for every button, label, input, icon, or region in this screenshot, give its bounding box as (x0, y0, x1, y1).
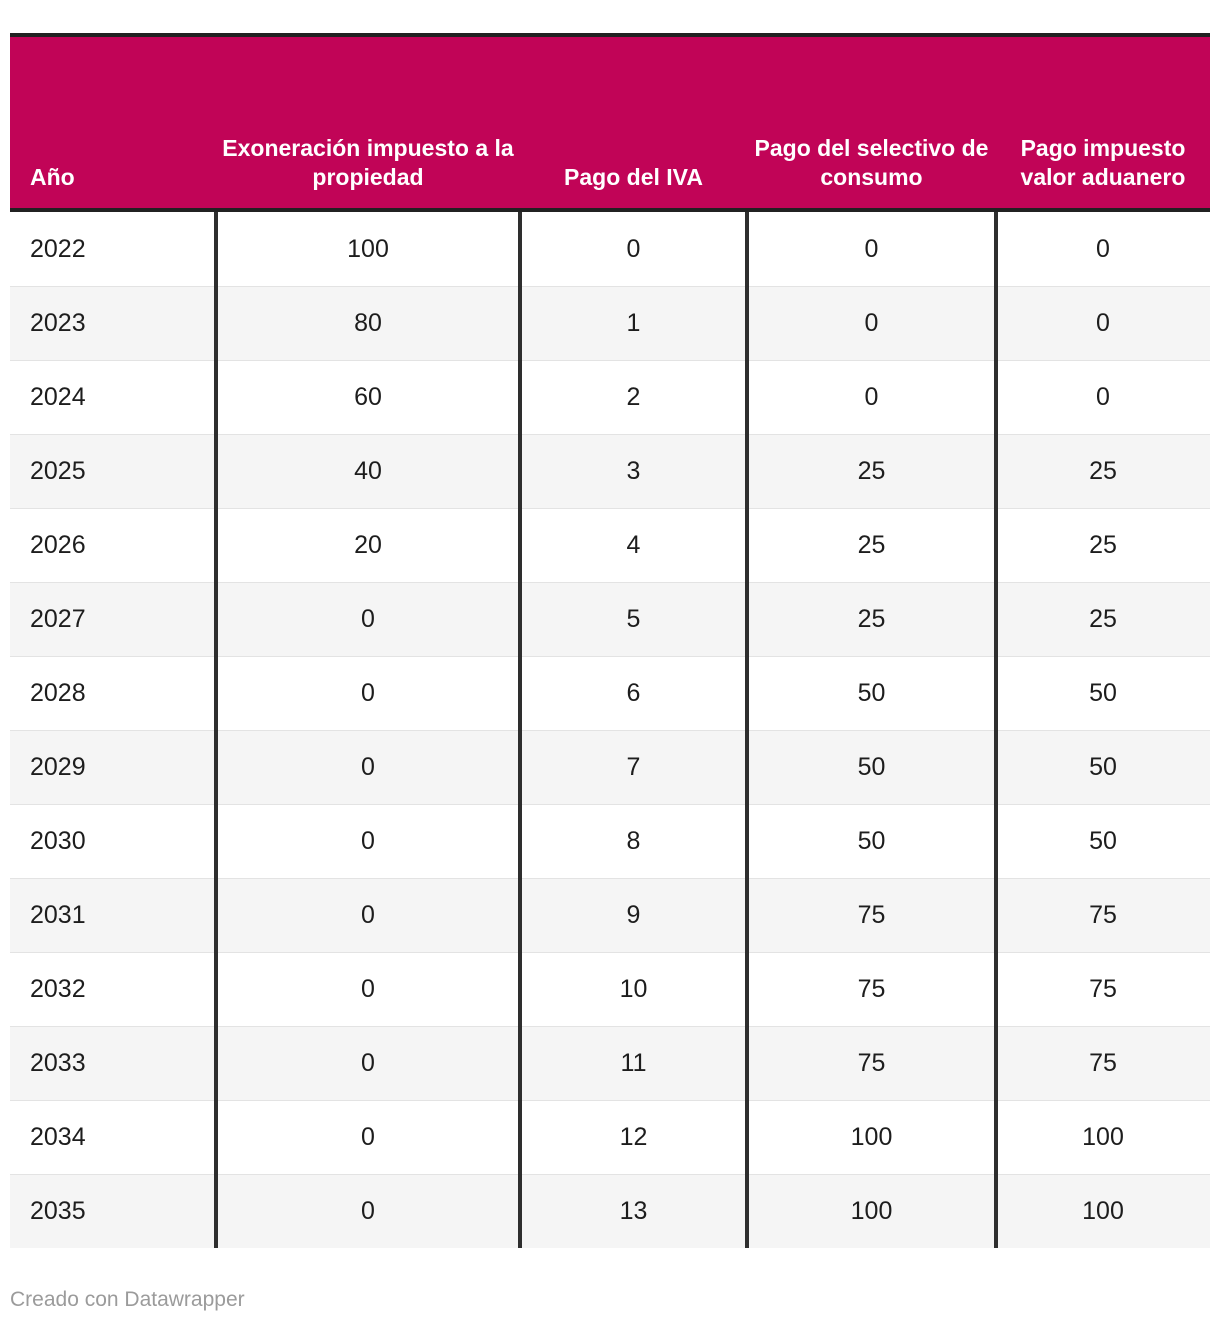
valor-aduanero-cell: 25 (1089, 457, 1117, 485)
exoneracion-propiedad-cell: 0 (361, 901, 375, 929)
selectivo-consumo-cell: 50 (857, 753, 886, 781)
pago-iva-cell: 9 (626, 901, 641, 929)
pago-iva-cell: 12 (619, 1123, 648, 1151)
table-row: 2035 0 13 100 100 (10, 1174, 1210, 1248)
year-cell: 2025 (30, 457, 86, 485)
pago-iva-cell: 10 (619, 975, 648, 1003)
column-header-exoneracion-propiedad: Exoneración impuesto a la propiedad (222, 135, 514, 190)
pago-iva-cell: 6 (626, 679, 641, 707)
table-row: 2027 0 5 25 25 (10, 582, 1210, 656)
column-separator (745, 212, 749, 1248)
selectivo-consumo-cell: 25 (857, 457, 886, 485)
year-cell: 2032 (30, 975, 86, 1003)
exoneracion-propiedad-cell: 0 (361, 605, 375, 633)
table-row: 2031 0 9 75 75 (10, 878, 1210, 952)
year-cell: 2026 (30, 531, 86, 559)
pago-iva-cell: 7 (626, 753, 641, 781)
valor-aduanero-cell: 0 (1096, 309, 1110, 337)
year-cell: 2028 (30, 679, 86, 707)
table-row: 2034 0 12 100 100 (10, 1100, 1210, 1174)
selectivo-consumo-cell: 50 (857, 827, 886, 855)
exoneracion-propiedad-cell: 0 (361, 1049, 375, 1077)
exoneracion-propiedad-cell: 100 (347, 234, 389, 263)
valor-aduanero-cell: 0 (1096, 234, 1110, 263)
exoneracion-propiedad-cell: 40 (354, 457, 382, 485)
selectivo-consumo-cell: 100 (850, 1123, 893, 1151)
table-row: 2032 0 10 75 75 (10, 952, 1210, 1026)
valor-aduanero-cell: 25 (1089, 605, 1117, 633)
exoneracion-propiedad-cell: 0 (361, 1123, 375, 1151)
valor-aduanero-cell: 25 (1089, 531, 1117, 559)
pago-iva-cell: 5 (626, 605, 641, 633)
valor-aduanero-cell: 100 (1082, 1123, 1124, 1151)
data-table: Año Exoneración impuesto a la propiedad … (10, 33, 1210, 1248)
valor-aduanero-cell: 75 (1089, 901, 1117, 929)
selectivo-consumo-cell: 75 (857, 1049, 886, 1077)
year-cell: 2022 (30, 234, 86, 263)
table-header-row: Año Exoneración impuesto a la propiedad … (10, 33, 1210, 212)
selectivo-consumo-cell: 0 (864, 383, 879, 411)
year-cell: 2027 (30, 605, 86, 633)
pago-iva-cell: 0 (626, 234, 641, 263)
table-row: 2026 20 4 25 25 (10, 508, 1210, 582)
valor-aduanero-cell: 50 (1089, 679, 1117, 707)
exoneracion-propiedad-cell: 0 (361, 827, 375, 855)
pago-iva-cell: 2 (626, 383, 641, 411)
column-header-pago-iva: Pago del IVA (564, 164, 703, 190)
exoneracion-propiedad-cell: 0 (361, 975, 375, 1003)
selectivo-consumo-cell: 75 (857, 901, 886, 929)
pago-iva-cell: 13 (619, 1197, 648, 1225)
valor-aduanero-cell: 100 (1082, 1197, 1124, 1225)
selectivo-consumo-cell: 25 (857, 605, 886, 633)
column-header-year: Año (30, 164, 75, 190)
year-cell: 2030 (30, 827, 86, 855)
selectivo-consumo-cell: 0 (864, 309, 879, 337)
year-cell: 2024 (30, 383, 86, 411)
table-row: 2025 40 3 25 25 (10, 434, 1210, 508)
table-row: 2029 0 7 50 50 (10, 730, 1210, 804)
selectivo-consumo-cell: 25 (857, 531, 886, 559)
selectivo-consumo-cell: 0 (864, 234, 879, 263)
column-header-valor-aduanero: Pago impuesto valor aduanero (1020, 135, 1186, 190)
column-separator (994, 212, 998, 1248)
year-cell: 2031 (30, 901, 86, 929)
table-row: 2033 0 11 75 75 (10, 1026, 1210, 1100)
pago-iva-cell: 3 (626, 457, 641, 485)
year-cell: 2033 (30, 1049, 86, 1077)
valor-aduanero-cell: 50 (1089, 753, 1117, 781)
table-row: 2024 60 2 0 0 (10, 360, 1210, 434)
table-row: 2030 0 8 50 50 (10, 804, 1210, 878)
exoneracion-propiedad-cell: 0 (361, 679, 375, 707)
exoneracion-propiedad-cell: 0 (361, 1197, 375, 1225)
column-separator (518, 212, 522, 1248)
exoneracion-propiedad-cell: 0 (361, 753, 375, 781)
column-header-selectivo-consumo: Pago del selectivo de consumo (754, 135, 989, 190)
pago-iva-cell: 1 (626, 309, 641, 337)
exoneracion-propiedad-cell: 20 (354, 531, 382, 559)
exoneracion-propiedad-cell: 60 (354, 383, 382, 411)
table-row: 2028 0 6 50 50 (10, 656, 1210, 730)
valor-aduanero-cell: 75 (1089, 1049, 1117, 1077)
selectivo-consumo-cell: 75 (857, 975, 886, 1003)
pago-iva-cell: 11 (620, 1049, 647, 1077)
year-cell: 2029 (30, 753, 86, 781)
valor-aduanero-cell: 50 (1089, 827, 1117, 855)
column-separator (214, 212, 218, 1248)
table-row: 2022 100 0 0 0 (10, 212, 1210, 286)
datawrapper-credit: Creado con Datawrapper (10, 1288, 245, 1311)
table-row: 2023 80 1 0 0 (10, 286, 1210, 360)
year-cell: 2035 (30, 1197, 86, 1225)
valor-aduanero-cell: 0 (1096, 383, 1110, 411)
year-cell: 2034 (30, 1123, 86, 1151)
valor-aduanero-cell: 75 (1089, 975, 1117, 1003)
pago-iva-cell: 4 (626, 531, 641, 559)
pago-iva-cell: 8 (626, 827, 641, 855)
table-body: 2022 100 0 0 0 2023 80 1 0 0 2024 60 2 0… (10, 212, 1210, 1248)
selectivo-consumo-cell: 100 (850, 1197, 893, 1225)
exoneracion-propiedad-cell: 80 (354, 309, 382, 337)
selectivo-consumo-cell: 50 (857, 679, 886, 707)
year-cell: 2023 (30, 309, 86, 337)
